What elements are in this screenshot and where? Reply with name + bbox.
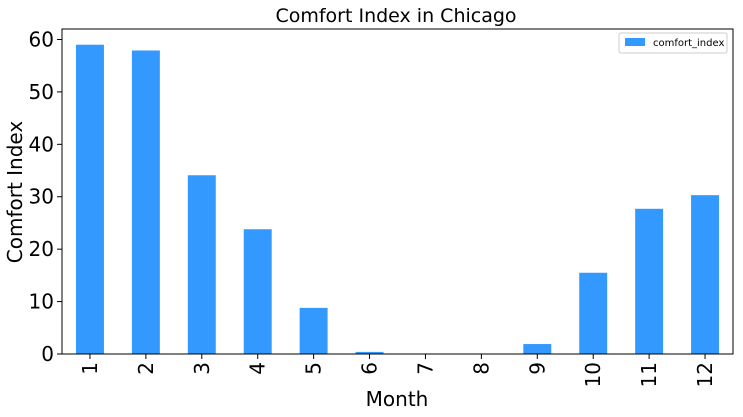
y-tick-label: 0 bbox=[41, 342, 54, 366]
y-axis: 0 10 20 30 40 50 60 bbox=[29, 27, 62, 366]
bar-month-3 bbox=[187, 175, 216, 354]
x-tick-label: 8 bbox=[469, 362, 493, 375]
legend-box bbox=[618, 32, 728, 54]
legend: comfort_index bbox=[618, 32, 728, 54]
bar-month-4 bbox=[243, 229, 272, 354]
chart-title: Comfort Index in Chicago bbox=[275, 5, 516, 27]
legend-swatch bbox=[625, 38, 645, 46]
bar-month-9 bbox=[523, 344, 552, 354]
bar-month-10 bbox=[579, 272, 608, 354]
bar-month-2 bbox=[131, 50, 160, 354]
x-tick-label: 5 bbox=[302, 362, 326, 375]
y-tick-label: 20 bbox=[29, 237, 54, 261]
y-tick-label: 60 bbox=[29, 27, 54, 51]
x-tick-label: 4 bbox=[246, 362, 270, 375]
x-tick-label: 2 bbox=[134, 362, 158, 375]
bar-month-5 bbox=[299, 307, 328, 354]
x-tick-label: 12 bbox=[693, 362, 717, 387]
x-tick-label: 6 bbox=[358, 362, 382, 375]
bar-month-11 bbox=[635, 208, 664, 354]
y-tick-label: 30 bbox=[29, 185, 54, 209]
plot-area-frame bbox=[61, 28, 734, 355]
bar-month-1 bbox=[75, 44, 104, 355]
x-axis: 1 2 3 4 5 6 7 8 9 10 11 12 bbox=[78, 354, 717, 387]
y-tick-label: 50 bbox=[29, 80, 54, 104]
x-tick-label: 11 bbox=[637, 362, 661, 387]
x-tick-label: 3 bbox=[190, 362, 214, 375]
bar-month-6 bbox=[355, 351, 384, 354]
y-axis-label: Comfort Index bbox=[3, 121, 27, 264]
x-axis-label: Month bbox=[366, 387, 429, 411]
x-tick-label: 7 bbox=[413, 362, 437, 375]
y-tick-label: 40 bbox=[29, 132, 54, 156]
x-tick-label: 9 bbox=[525, 362, 549, 375]
x-tick-label: 10 bbox=[581, 362, 605, 387]
bar-series bbox=[75, 44, 720, 355]
bar-month-12 bbox=[691, 195, 720, 354]
legend-label: comfort_index bbox=[653, 38, 724, 49]
y-tick-label: 10 bbox=[29, 290, 54, 314]
x-tick-label: 1 bbox=[78, 362, 102, 375]
